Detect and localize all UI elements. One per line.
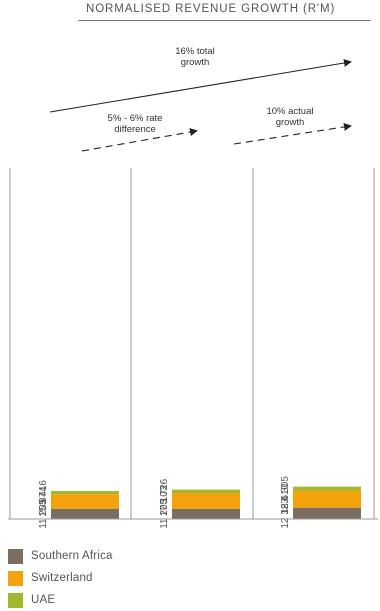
annotation-actual-growth: 10% actual growth <box>250 106 330 128</box>
bar-segment-southern-africa-2 <box>293 507 361 519</box>
annotation-rate-difference-line1: 5% - 6% rate <box>107 113 163 124</box>
bar-segment-southern-africa-0 <box>51 508 119 519</box>
title-underline <box>78 20 371 21</box>
annotation-total-growth-line2: growth <box>180 57 210 68</box>
value-label-switzerland-1: 17 103 <box>159 485 170 516</box>
legend: Southern Africa Switzerland UAE <box>8 545 113 611</box>
legend-swatch-southern-africa <box>8 548 23 564</box>
rate-difference-arrow <box>81 128 198 152</box>
value-label-uae-0: 3 416 <box>38 480 49 505</box>
bar-segment-uae-2 <box>293 486 361 491</box>
bar-segment-uae-1 <box>172 489 240 494</box>
bar-segment-switzerland-2 <box>293 490 361 508</box>
annotation-total-growth: 16% total growth <box>150 46 240 68</box>
chart-title: NORMALISED REVENUE GROWTH (R'M) <box>86 3 336 15</box>
annotation-total-growth-line1: 16% total <box>175 46 215 57</box>
actual-growth-arrow <box>233 122 352 145</box>
value-label-switzerland-2: 18 610 <box>280 483 291 514</box>
bar-segment-southern-africa-1 <box>172 508 240 519</box>
value-label-southern-africa-2: 12 323 <box>280 498 291 529</box>
value-label-southern-africa-1: 11 205 <box>159 498 170 528</box>
legend-label-southern-africa: Southern Africa <box>31 550 113 562</box>
legend-item-southern-africa: Southern Africa <box>8 545 113 567</box>
legend-item-switzerland: Switzerland <box>8 567 113 589</box>
legend-label-uae: UAE <box>31 594 56 606</box>
annotation-actual-growth-line1: 10% actual <box>266 106 314 117</box>
value-label-uae-2: 4 305 <box>280 476 291 501</box>
value-label-uae-1: 3 726 <box>159 478 170 503</box>
annotation-actual-growth-line2: growth <box>275 117 305 128</box>
annotation-rate-difference: 5% - 6% rate difference <box>88 113 182 135</box>
legend-swatch-uae <box>8 592 23 608</box>
legend-item-uae: UAE <box>8 589 113 611</box>
annotation-rate-difference-line2: difference <box>114 124 156 135</box>
bar-segment-switzerland-0 <box>51 494 119 509</box>
bar-segment-uae-0 <box>51 491 119 495</box>
legend-swatch-switzerland <box>8 570 23 586</box>
bar-segment-switzerland-1 <box>172 493 240 509</box>
value-label-switzerland-0: 15 874 <box>38 486 49 517</box>
total-growth-arrow <box>49 59 352 113</box>
value-label-southern-africa-0: 11 205 <box>38 498 49 528</box>
legend-label-switzerland: Switzerland <box>31 572 93 584</box>
